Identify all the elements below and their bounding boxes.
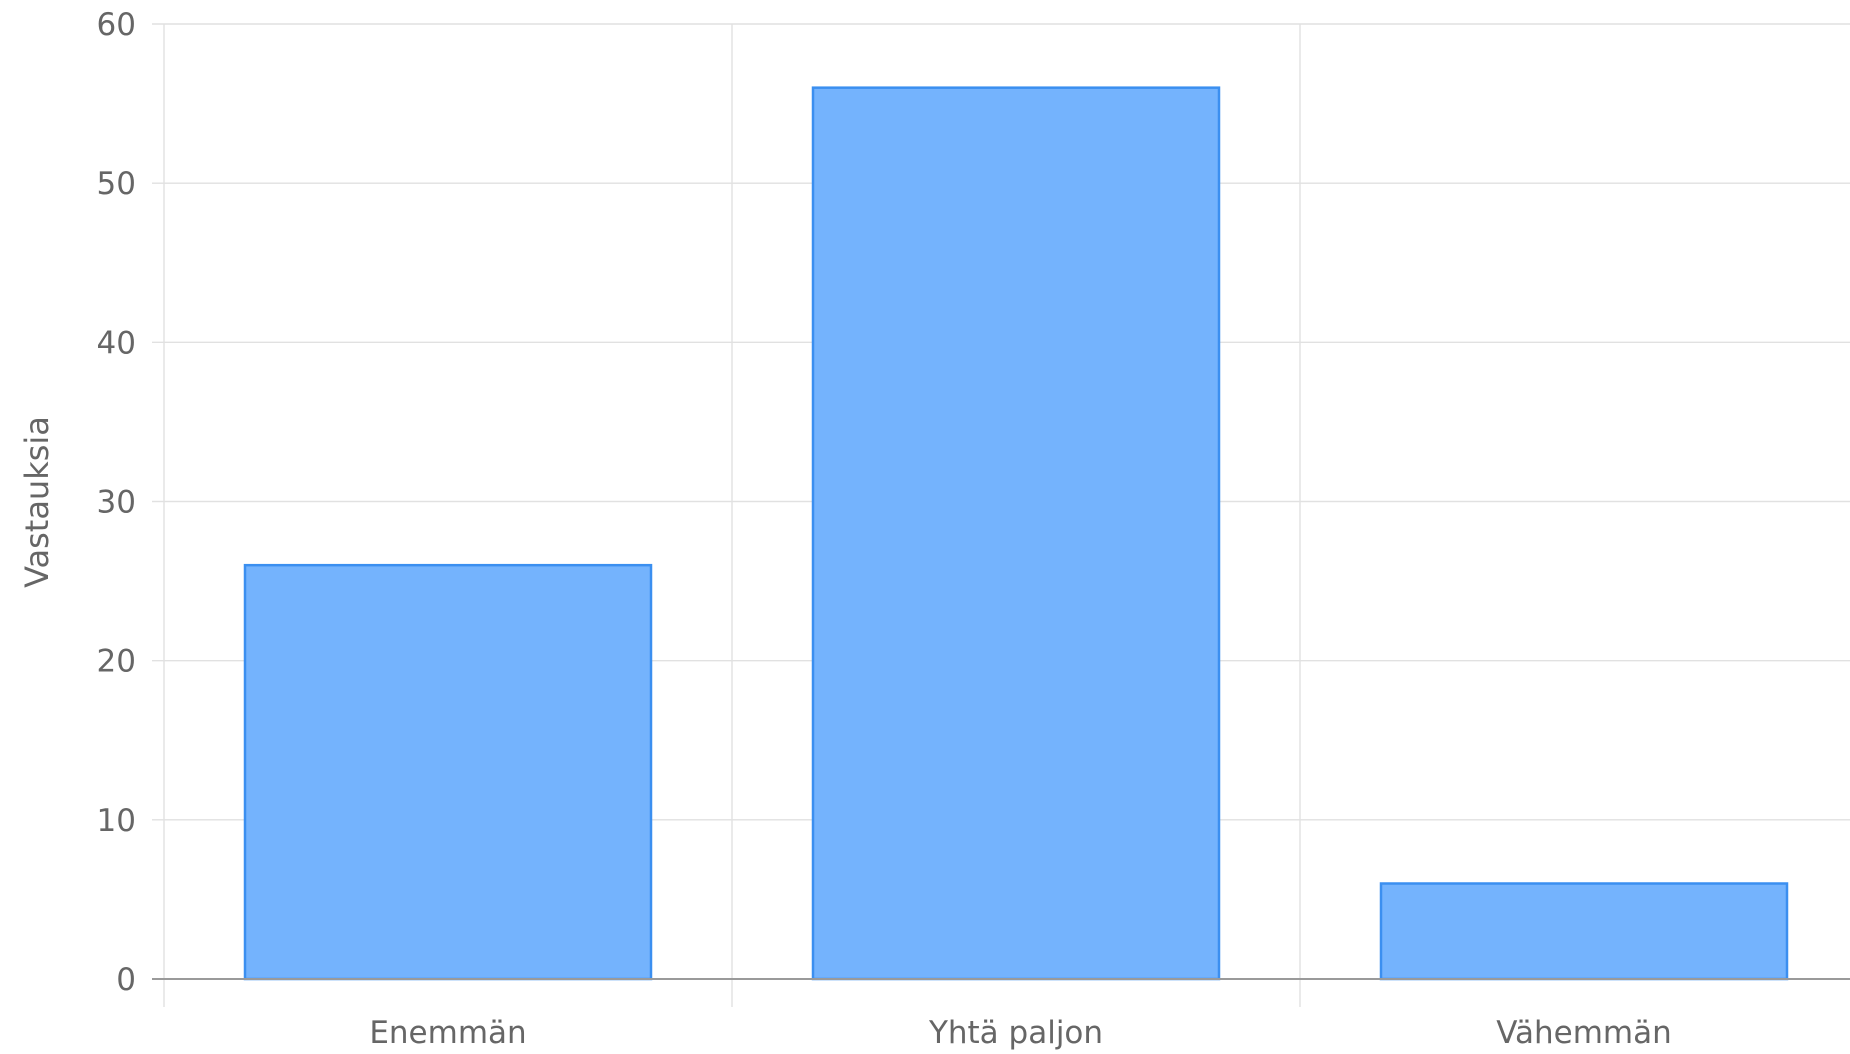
x-tick-label: Yhtä paljon <box>928 1015 1103 1051</box>
x-tick-label: Vähemmän <box>1496 1015 1672 1051</box>
y-tick-label: 50 <box>97 166 136 202</box>
y-tick-label: 30 <box>97 485 136 521</box>
bar-layer <box>243 86 1789 981</box>
y-axis-title: Vastauksia <box>18 416 56 588</box>
bar-2 <box>811 86 1221 981</box>
y-tick-label: 0 <box>116 962 136 998</box>
bar-1 <box>243 563 653 981</box>
y-tick-label: 20 <box>97 644 136 680</box>
y-tick-label: 40 <box>97 325 136 361</box>
y-tick-label: 10 <box>97 803 136 839</box>
y-tick-label: 60 <box>97 7 136 43</box>
x-tick-label: Enemmän <box>369 1015 526 1051</box>
label-layer: Vastauksia 0 10 20 30 40 50 60 Enemmän Yhtä palj… <box>18 7 1672 1051</box>
bar-3 <box>1379 882 1789 981</box>
